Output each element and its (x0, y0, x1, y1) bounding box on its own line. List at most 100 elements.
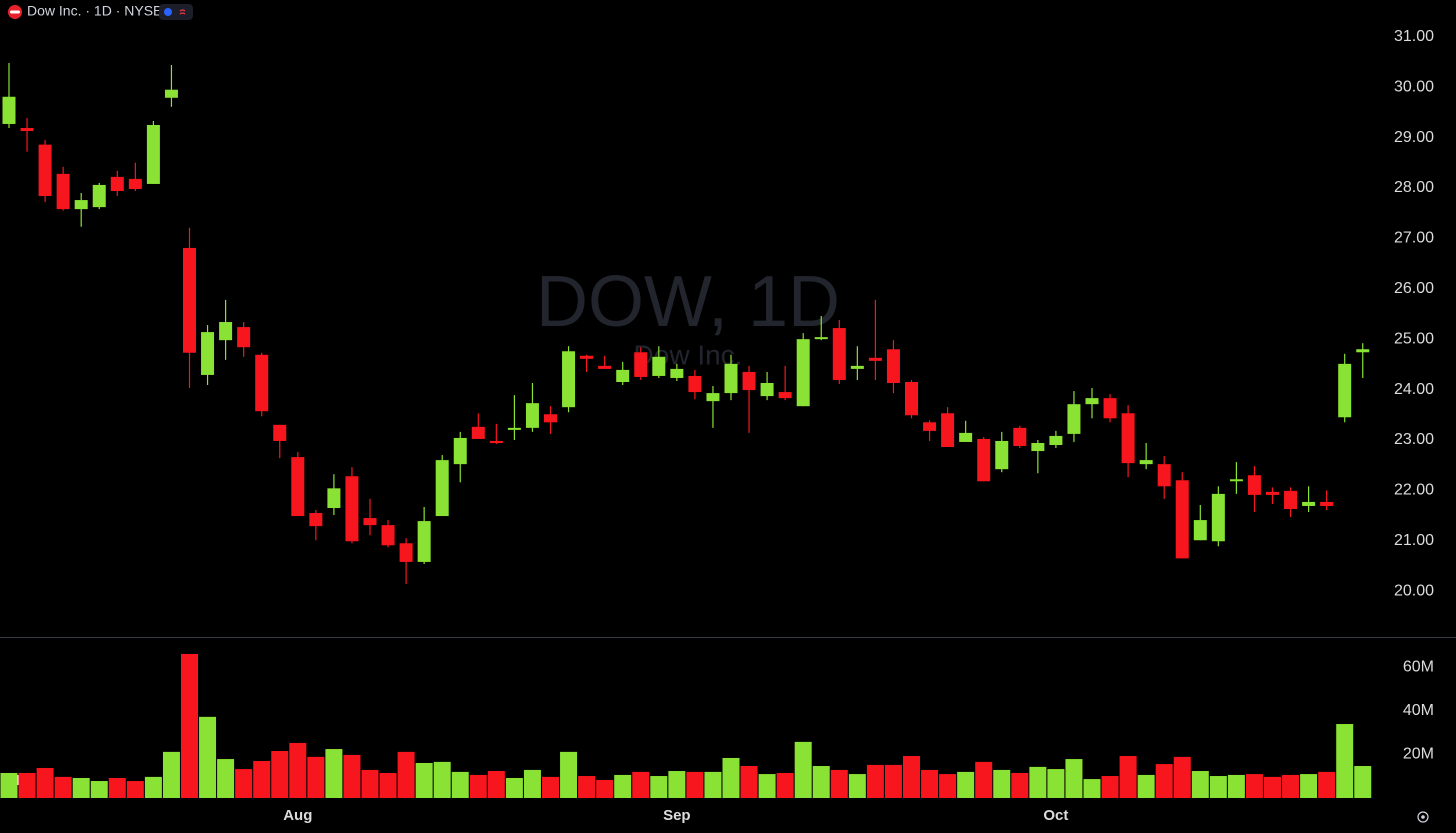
volume-bar (181, 653, 198, 798)
candle-body (309, 513, 323, 527)
candle-body (1266, 491, 1279, 495)
volume-bar (1065, 759, 1083, 798)
volume-bar (90, 781, 108, 798)
volume-bar (975, 761, 993, 798)
candle-body (1121, 413, 1135, 464)
candle-body (273, 424, 287, 441)
candle-body (1157, 464, 1171, 487)
settings-icon[interactable] (1417, 811, 1429, 823)
candle-body (634, 352, 648, 377)
volume-bar (325, 749, 343, 798)
volume-bar (1173, 756, 1191, 798)
volume-bar (668, 771, 686, 798)
candle-body (1247, 475, 1261, 495)
candle-body (724, 363, 738, 394)
y-tick-label: 26.00 (1394, 280, 1434, 297)
candle-body (1085, 398, 1099, 405)
candle-body (417, 521, 431, 562)
volume-bar (36, 767, 54, 798)
volume-bar (253, 761, 271, 798)
volume-bar (451, 771, 469, 798)
volume-bar (505, 777, 523, 798)
volume-bar (379, 772, 397, 798)
watermark-subtitle: Dow Inc. (634, 339, 743, 370)
candle-body (489, 440, 503, 443)
volume-bar (957, 771, 975, 798)
candle-body (598, 365, 612, 369)
settings-icon-dot (1421, 815, 1425, 819)
volume-bar (1191, 771, 1209, 798)
y-tick-label: 28.00 (1394, 179, 1434, 196)
candle-body (92, 184, 106, 208)
candle-body (562, 351, 576, 408)
candle-body (1302, 501, 1316, 506)
candle-body (706, 393, 720, 402)
volume-bar (1155, 764, 1173, 798)
candle-body (778, 392, 792, 399)
volume-bar (1227, 774, 1245, 798)
volume-bar (307, 756, 325, 798)
volume-bar (235, 769, 253, 798)
candle-body (291, 457, 305, 517)
candle-body (201, 332, 215, 375)
volume-bar (1047, 769, 1065, 798)
candle-body (1175, 480, 1189, 559)
volume-bar (632, 771, 650, 798)
volume-bar (1245, 774, 1263, 798)
candle-body (1049, 435, 1063, 445)
candle-body (742, 371, 756, 391)
candle-body (616, 369, 630, 382)
volume-bar (126, 781, 144, 798)
volume-bar (487, 771, 505, 798)
volume-bar (1119, 756, 1137, 798)
candle-body (1103, 398, 1117, 419)
volume-bar (704, 771, 722, 798)
volume-bar (54, 776, 72, 798)
candle-body (1284, 490, 1298, 509)
market-status-icon (164, 8, 172, 16)
volume-bar (1318, 771, 1336, 798)
volume-bar (596, 779, 614, 798)
y-tick-label: 60M (1403, 659, 1434, 676)
candle-body (760, 383, 774, 397)
volume-bar (343, 754, 361, 798)
candle-body (164, 89, 178, 98)
candle-body (905, 381, 918, 416)
volume-bar (1282, 774, 1300, 798)
candle-body (525, 403, 539, 428)
volume-bar (542, 776, 559, 798)
candle-body (219, 322, 233, 341)
volume-bar (144, 776, 162, 798)
candle-body (652, 356, 666, 376)
status-badges[interactable] (159, 4, 193, 20)
candle-body (183, 247, 196, 353)
volume-bar (578, 776, 596, 798)
volume-bar (72, 777, 90, 798)
volume-bar (794, 741, 812, 798)
candle-body (886, 349, 900, 384)
y-tick-label: 27.00 (1394, 230, 1434, 247)
x-tick-label: Sep (663, 807, 691, 824)
candle-body (237, 327, 251, 348)
volume-bar (1011, 772, 1029, 798)
y-tick-label: 21.00 (1394, 532, 1434, 549)
y-tick-label: 25.00 (1394, 330, 1434, 347)
volume-bar (1264, 776, 1281, 798)
candle-body (471, 426, 485, 439)
candle-body (580, 355, 594, 359)
volume-bar (993, 769, 1011, 798)
volume-bar (397, 751, 415, 798)
volume-bar (217, 759, 235, 798)
candle-body (1193, 520, 1207, 541)
candle-body (255, 354, 269, 412)
volume-bar (812, 766, 830, 798)
candle-body (1139, 460, 1153, 465)
candle-body (544, 414, 557, 423)
y-tick-label: 29.00 (1394, 129, 1434, 146)
candle-body (399, 543, 413, 562)
y-tick-label: 23.00 (1394, 431, 1434, 448)
y-tick-label: 22.00 (1394, 482, 1434, 499)
